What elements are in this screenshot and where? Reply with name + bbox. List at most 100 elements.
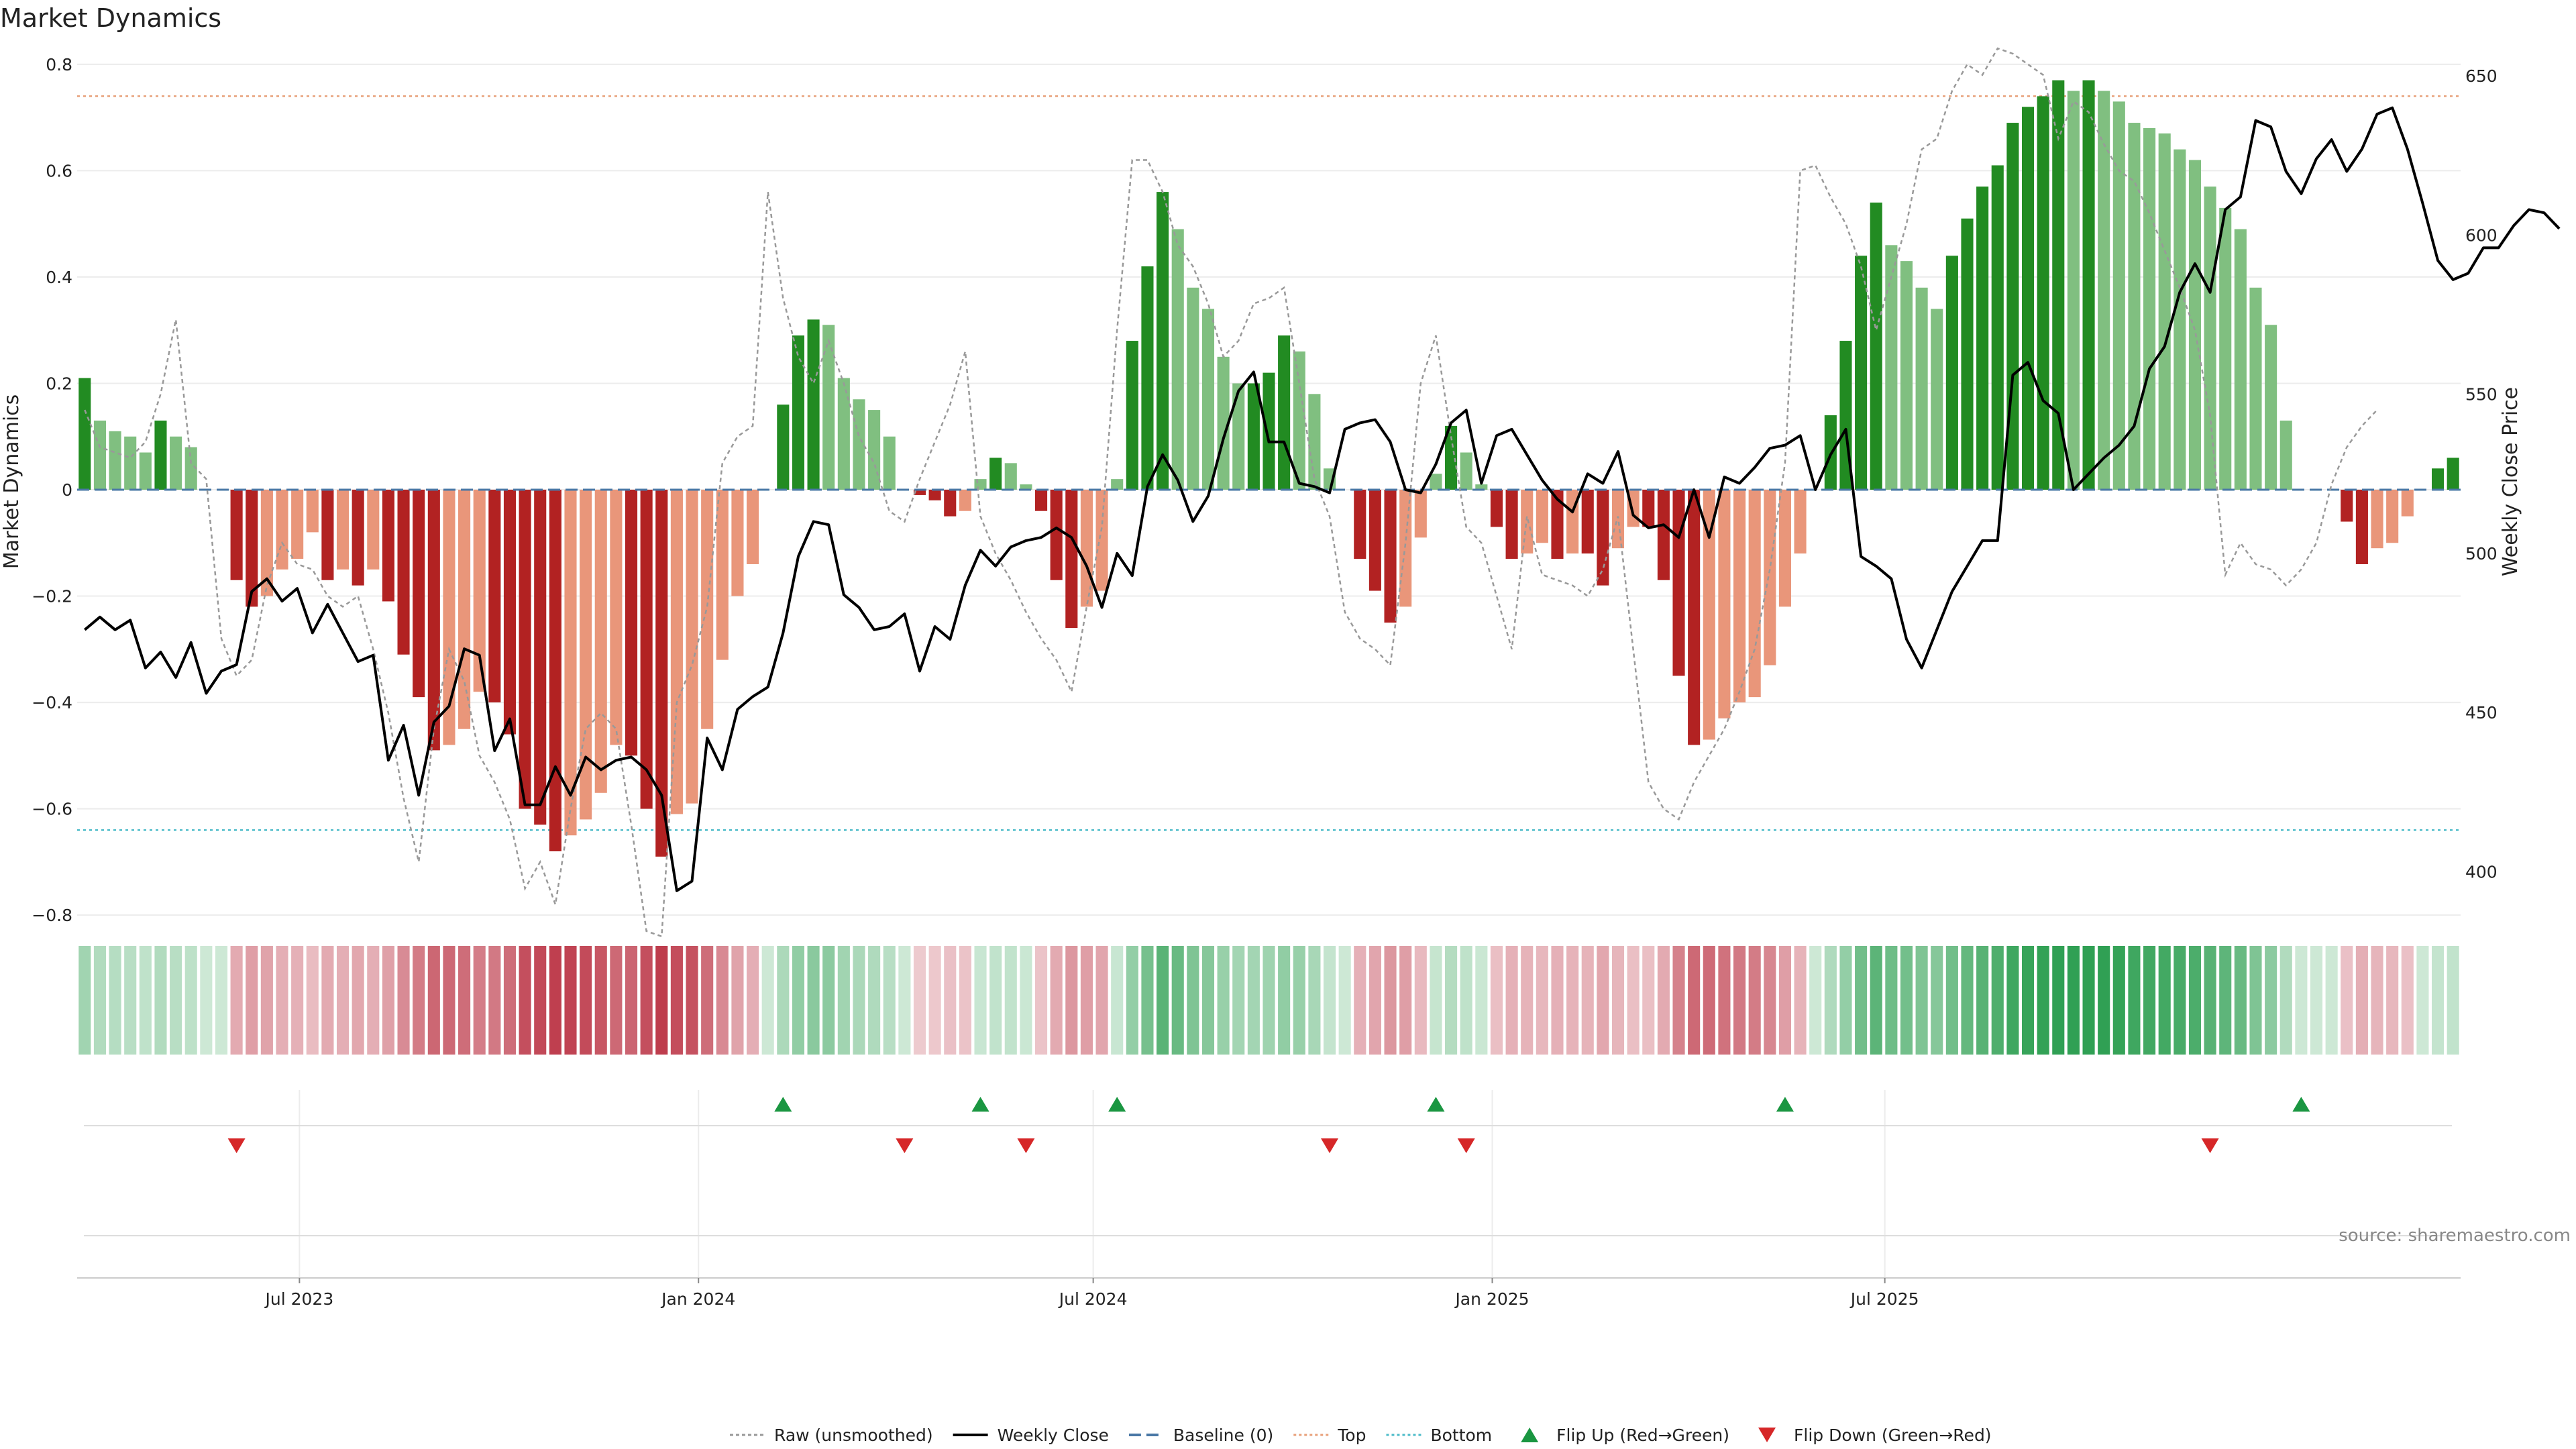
strip-cell [1551,946,1564,1055]
dynamics-bar [124,436,137,490]
dynamics-bar [2067,91,2080,490]
strip-cell [928,946,941,1055]
strip-cell [427,946,440,1055]
dynamics-bar [1308,394,1321,490]
legend-item: Baseline (0) [1128,1426,1273,1445]
y-tick-label: −0.8 [32,906,72,925]
dynamics-bar [184,447,197,490]
strip-cell [1445,946,1458,1055]
dynamics-bar [2265,325,2277,490]
dynamics-bar [1611,490,1625,549]
strip-cell [1323,946,1336,1055]
dynamics-bar [777,405,790,490]
flip-down-marker [2201,1138,2219,1153]
legend-label: Raw (unsmoothed) [774,1426,933,1445]
strip-cell [1126,946,1138,1055]
dynamics-bar [868,410,881,490]
dynamics-bar [1020,484,1032,490]
legend-item: Weekly Close [953,1426,1109,1445]
reference-lines [77,95,2461,831]
dynamics-bar [1384,490,1397,623]
strip-cell [686,946,698,1055]
strip-cell [747,946,759,1055]
dynamics-bar [1748,490,1761,698]
dynamics-bar [1111,479,1124,490]
dynamics-bar [2037,96,2049,490]
strip-cell [974,946,987,1055]
dynamics-bar [731,490,744,596]
strip-cell [1141,946,1154,1055]
strip-cell [78,946,91,1055]
strip-cell [2401,946,2414,1055]
legend-label: Flip Down (Green→Red) [1794,1426,1992,1445]
strip-cell [1748,946,1761,1055]
dynamics-bar [1642,490,1655,527]
strip-cell [761,946,774,1055]
strip-cell [154,946,167,1055]
strip-cell [2219,946,2232,1055]
strip-cell [1778,946,1791,1055]
dynamics-bar [2371,490,2383,549]
strip-cell [1931,946,1943,1055]
dynamics-bar [382,490,394,602]
dynamics-bar [701,490,714,729]
strip-cell [1688,946,1701,1055]
dynamics-bar [352,490,364,586]
strip-cell [1809,946,1822,1055]
x-tick-label: Jul 2025 [1849,1289,1919,1309]
strip-cell [731,946,744,1055]
strip-cell [2158,946,2171,1055]
strip-cell [200,946,213,1055]
dynamics-bar [1217,356,1230,490]
strip-cell [1915,946,1928,1055]
strip-cell [837,946,850,1055]
dynamics-bar [1065,490,1078,629]
left-axis-ticks: 0.8 0.6 0.4 0.2 0 −0.2 −0.4 −0.6 −0.8 [32,55,72,925]
strip-cell [2265,946,2277,1055]
strip-cell [1521,946,1534,1055]
dynamics-bar [1263,372,1275,490]
strip-cell [1020,946,1032,1055]
strip-cell [519,946,531,1055]
strip-cell [1232,946,1245,1055]
legend-swatch [1521,1428,1539,1442]
strip-cell [1111,946,1124,1055]
y2-tick-label: 600 [2465,225,2498,245]
strip-cell [2447,946,2459,1055]
flip-down-marker [227,1138,246,1153]
flip-markers-panel [84,1090,2452,1278]
dynamics-bar [1171,229,1184,490]
dynamics-bar [655,490,668,857]
strip-cell [2204,946,2216,1055]
strip-cell [944,946,957,1055]
dynamics-bar [1778,490,1791,607]
strip-cell [1171,946,1184,1055]
dynamics-bar [2234,229,2247,490]
weekly-close-series [84,106,2561,892]
strip-cell [1157,946,1169,1055]
strip-cell [1733,946,1746,1055]
dynamics-bar [2128,123,2141,490]
dynamics-bar [2401,490,2414,517]
dynamics-bar [1157,192,1169,490]
dynamics-bar [1080,490,1093,607]
dynamics-bar [367,490,380,570]
strip-cell [321,946,334,1055]
dynamics-bar [397,490,410,655]
x-tick-label: Jul 2024 [1058,1289,1128,1309]
strip-cell [124,946,137,1055]
dynamics-bar [1703,490,1715,740]
dynamics-bar [928,490,941,500]
legend-item: Raw (unsmoothed) [730,1426,933,1445]
strip-cell [2234,946,2247,1055]
y-tick-label: 0.2 [46,374,72,393]
strip-cell [260,946,273,1055]
strip-cell [2325,946,2338,1055]
strip-cell [1414,946,1427,1055]
dynamics-bar [276,490,288,570]
weekly-close-line [84,106,2561,892]
dynamics-bar [2447,458,2459,490]
strip-cell [1870,946,1882,1055]
dynamics-bar [1232,383,1245,490]
dynamics-bar [807,319,820,490]
